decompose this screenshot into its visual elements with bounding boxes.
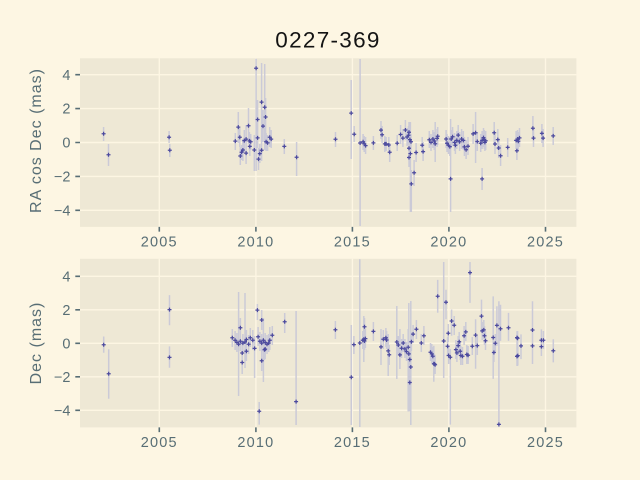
svg-text:2015: 2015 [334, 234, 371, 250]
svg-text:2: 2 [62, 102, 70, 118]
svg-text:−2: −2 [54, 170, 71, 186]
svg-text:2015: 2015 [334, 435, 371, 451]
svg-text:Dec (mas): Dec (mas) [28, 302, 45, 385]
svg-text:0: 0 [62, 136, 70, 152]
svg-text:−4: −4 [54, 203, 71, 219]
svg-text:2010: 2010 [237, 435, 274, 451]
svg-text:2010: 2010 [237, 234, 274, 250]
svg-text:0: 0 [62, 336, 70, 352]
svg-text:2: 2 [62, 303, 70, 319]
svg-text:2025: 2025 [527, 435, 564, 451]
svg-text:2005: 2005 [141, 435, 178, 451]
svg-text:RA cos Dec (mas): RA cos Dec (mas) [28, 68, 45, 213]
svg-text:0227-369: 0227-369 [275, 28, 381, 53]
svg-text:4: 4 [62, 269, 70, 285]
svg-text:−2: −2 [54, 370, 71, 386]
svg-text:2005: 2005 [141, 234, 178, 250]
svg-text:2020: 2020 [430, 435, 467, 451]
svg-text:−4: −4 [54, 403, 71, 419]
svg-text:2025: 2025 [527, 234, 564, 250]
svg-text:2020: 2020 [430, 234, 467, 250]
svg-text:4: 4 [62, 68, 70, 84]
